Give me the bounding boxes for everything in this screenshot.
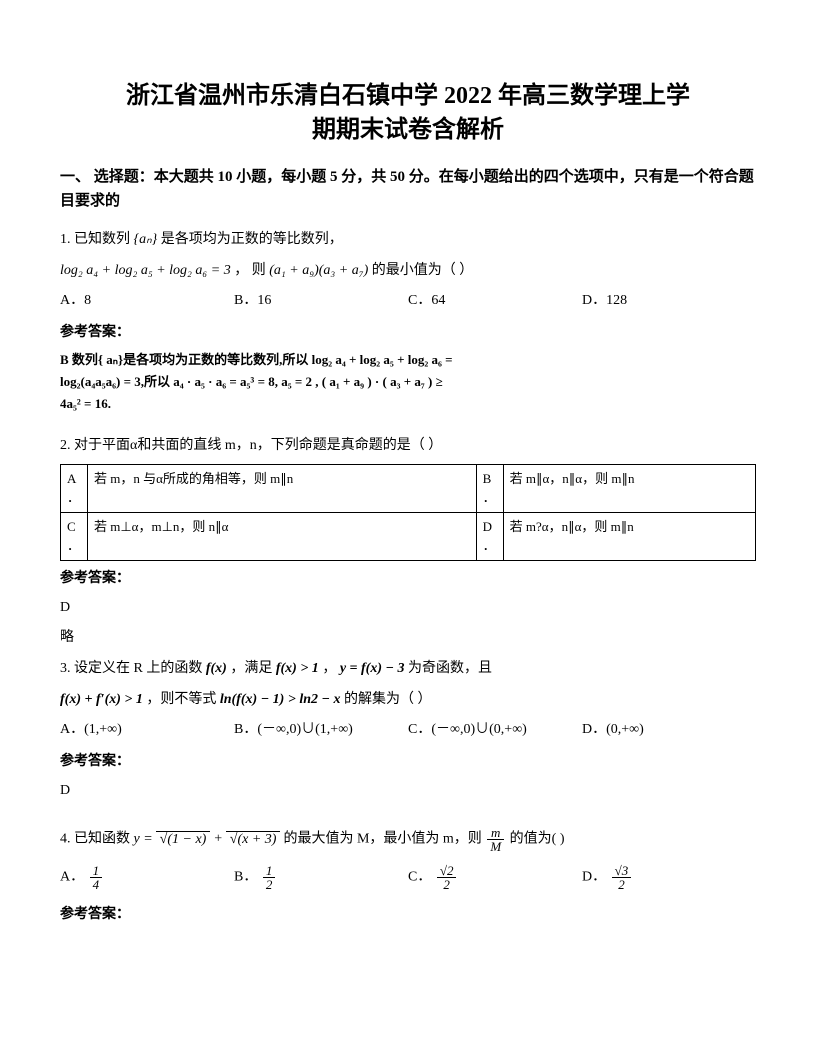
q1-expr-1: log₂ a₄ + log₂ a₅ + log₂ a₆ = 3 [60, 263, 231, 278]
q4-option-a: A． 1 4 [60, 864, 234, 891]
q3-answer: D [60, 778, 756, 805]
title-line-2: 期期末试卷含解析 [312, 117, 504, 143]
q1-stem-line-2: log₂ a₄ + log₂ a₅ + log₂ a₆ = 3 ， 则 (a₁ … [60, 258, 756, 285]
q2-label-a: A． [61, 464, 88, 512]
q4-optB-frac: 1 2 [263, 864, 276, 891]
q3-stem-line-2: f(x) + f′(x) > 1 ，则不等式 ln(f(x) − 1) > ln… [60, 687, 756, 714]
q3-cond-2: y = f(x) − 3 [340, 661, 408, 676]
q4-stem-a: 4. 已知函数 [60, 832, 130, 847]
q4-expr: y = √(1 − x) + √(x + 3) [134, 831, 284, 847]
q1-mid-text: ， 则 [234, 263, 266, 278]
q3-stem-e: 的解集为（ ） [344, 692, 432, 707]
q4-optB-prefix: B． [234, 869, 257, 884]
page-title: 浙江省温州市乐清白石镇中学 2022 年高三数学理上学 期期末试卷含解析 [60, 80, 756, 147]
q4-frac-num: m [487, 826, 504, 840]
q4-optB-den: 2 [263, 878, 276, 891]
q3-stem-line-1: 3. 设定义在 R 上的函数 f(x) ，满足 f(x) > 1 ， y = f… [60, 656, 756, 683]
q4-optD-num: √3 [612, 864, 632, 878]
q4-optD-frac: √3 2 [612, 864, 632, 891]
q3-stem-c: 为奇函数，且 [408, 661, 492, 676]
q2-stem: 2. 对于平面α和共面的直线 m，n，下列命题是真命题的是（ ） [60, 433, 756, 460]
q4-optA-frac: 1 4 [90, 864, 103, 891]
q1-option-b: B．16 [234, 288, 408, 315]
q4-optA-prefix: A． [60, 869, 84, 884]
q1-answer-label: 参考答案： [60, 321, 756, 341]
q2-options-table: A． 若 m，n 与α所成的角相等，则 m∥n B． 若 m∥α，n∥α，则 m… [60, 464, 756, 561]
exam-page: 浙江省温州市乐清白石镇中学 2022 年高三数学理上学 期期末试卷含解析 一、 … [0, 0, 816, 971]
q4-optC-frac: √2 2 [437, 864, 457, 891]
q3-option-a: A．(1,+∞) [60, 717, 234, 744]
q4-frac-mM: m M [487, 826, 504, 853]
q2-label-c: C． [61, 512, 88, 560]
q1-tail-text: 的最小值为（ ） [372, 263, 474, 278]
q2-answer-label: 参考答案： [60, 567, 756, 587]
q3-answer-label: 参考答案： [60, 750, 756, 770]
q1-expr-2: (a₁ + a₉)(a₃ + a₇) [269, 263, 368, 278]
q1-options: A．8 B．16 C．64 D．128 [60, 288, 756, 315]
q4-option-d: D． √3 2 [582, 864, 756, 891]
q2-answer: D [60, 595, 756, 622]
q4-optC-prefix: C． [408, 869, 431, 884]
q3-cond-1: f(x) > 1 [276, 661, 322, 676]
q1-explain-2: log₂(a₄a₅a₆) = 3,所以 a₄ · a₅ · a₆ = a₅³ =… [60, 371, 756, 393]
q3-stem-b: ，满足 [230, 661, 272, 676]
q4-optD-den: 2 [612, 878, 632, 891]
q2-option-a: 若 m，n 与α所成的角相等，则 m∥n [88, 464, 477, 512]
q3-cond-3: f(x) + f′(x) > 1 [60, 692, 146, 707]
spacer [60, 415, 756, 429]
q4-optB-num: 1 [263, 864, 276, 878]
q4-stem-b: 的最大值为 M，最小值为 m，则 [283, 832, 485, 847]
q4-options: A． 1 4 B． 1 2 C． √2 2 D． √3 2 [60, 864, 756, 891]
q3-inequality: ln(f(x) − 1) > ln2 − x [220, 692, 344, 707]
q1-option-a: A．8 [60, 288, 234, 315]
q4-optD-prefix: D． [582, 869, 606, 884]
q2-label-b: B． [476, 464, 503, 512]
table-row: A． 若 m，n 与α所成的角相等，则 m∥n B． 若 m∥α，n∥α，则 m… [61, 464, 756, 512]
q1-explain-3: 4a₅² = 16. [60, 393, 756, 415]
q3-options: A．(1,+∞) B．(－∞,0)∪(1,+∞) C．(－∞,0)∪(0,+∞)… [60, 717, 756, 744]
q3-option-c: C．(－∞,0)∪(0,+∞) [408, 717, 582, 744]
q3-option-d: D．(0,+∞) [582, 717, 756, 744]
q1-stem-b: 是各项均为正数的等比数列， [161, 232, 343, 247]
q2-brief: 略 [60, 625, 756, 652]
q2-label-d: D． [476, 512, 503, 560]
q2-option-b: 若 m∥α，n∥α，则 m∥n [503, 464, 755, 512]
q3-stem-d: ，则不等式 [146, 692, 216, 707]
q1-option-d: D．128 [582, 288, 756, 315]
q3-stem-a: 3. 设定义在 R 上的函数 [60, 661, 202, 676]
q4-answer-label: 参考答案： [60, 903, 756, 923]
q1-stem-line-1: 1. 已知数列 {aₙ} 是各项均为正数的等比数列， [60, 227, 756, 254]
q4-option-c: C． √2 2 [408, 864, 582, 891]
q2-option-d: 若 m?α，n∥α，则 m∥n [503, 512, 755, 560]
q4-optA-den: 4 [90, 878, 103, 891]
q3-fx: f(x) [206, 661, 231, 676]
q3-option-b: B．(－∞,0)∪(1,+∞) [234, 717, 408, 744]
table-row: C． 若 m⊥α，m⊥n，则 n∥α D． 若 m?α，n∥α，则 m∥n [61, 512, 756, 560]
q1-sequence-notation: {aₙ} [134, 232, 158, 247]
spacer [60, 808, 756, 822]
q4-optC-den: 2 [437, 878, 457, 891]
title-line-1: 浙江省温州市乐清白石镇中学 2022 年高三数学理上学 [126, 83, 690, 109]
q4-stem-c: 的值为( ) [510, 832, 565, 847]
q2-option-c: 若 m⊥α，m⊥n，则 n∥α [88, 512, 477, 560]
q4-optC-num: √2 [437, 864, 457, 878]
q3-comma: ， [322, 661, 336, 676]
q1-option-c: C．64 [408, 288, 582, 315]
q1-stem-a: 1. 已知数列 [60, 232, 130, 247]
section-1-heading: 一、 选择题：本大题共 10 小题，每小题 5 分，共 50 分。在每小题给出的… [60, 165, 756, 213]
q1-explain-1: B 数列{ aₙ}是各项均为正数的等比数列,所以 log₂ a₄ + log₂ … [60, 349, 756, 371]
q4-option-b: B． 1 2 [234, 864, 408, 891]
q4-frac-den: M [487, 840, 504, 853]
q4-optA-num: 1 [90, 864, 103, 878]
q4-stem: 4. 已知函数 y = √(1 − x) + √(x + 3) 的最大值为 M，… [60, 826, 756, 853]
